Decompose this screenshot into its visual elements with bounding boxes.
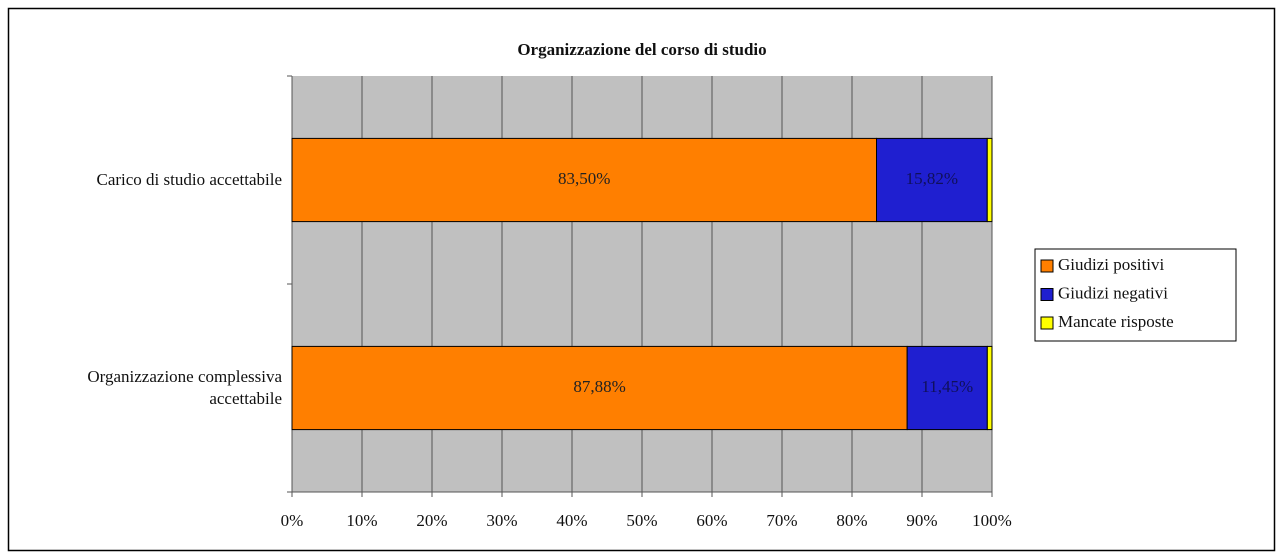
x-tick-label: 0% <box>281 511 304 530</box>
x-tick-label: 80% <box>836 511 867 530</box>
data-label: 83,50% <box>558 169 610 188</box>
data-label: 11,45% <box>921 377 973 396</box>
x-tick-label: 30% <box>486 511 517 530</box>
x-tick-label: 50% <box>626 511 657 530</box>
bar-segment <box>876 137 988 223</box>
bar-segment <box>291 345 908 431</box>
category-label: Carico di studio accettabile <box>96 170 282 189</box>
x-tick-label: 100% <box>972 511 1012 530</box>
bar-segment <box>986 345 993 431</box>
legend-label: Giudizi negativi <box>1058 283 1168 302</box>
legend-swatch <box>1040 316 1054 330</box>
data-label: 87,88% <box>573 377 625 396</box>
x-tick-label: 40% <box>556 511 587 530</box>
legend-swatch <box>1040 288 1054 301</box>
bar-segment <box>986 137 993 223</box>
x-tick-label: 60% <box>696 511 727 530</box>
category-label: Organizzazione complessiva accettabile <box>87 367 282 408</box>
data-label: 15,82% <box>906 169 958 188</box>
chart-title: Organizzazione del corso di studio <box>517 40 766 59</box>
x-tick-label: 20% <box>416 511 447 530</box>
legend-box <box>1034 248 1237 342</box>
x-tick-label: 90% <box>906 511 937 530</box>
legend-swatch <box>1040 259 1054 273</box>
legend-label: Giudizi positivi <box>1058 255 1165 274</box>
x-tick-label: 70% <box>766 511 797 530</box>
bar-segment <box>906 345 988 431</box>
legend-label: Mancate risposte <box>1058 312 1174 331</box>
x-tick-label: 10% <box>346 511 377 530</box>
